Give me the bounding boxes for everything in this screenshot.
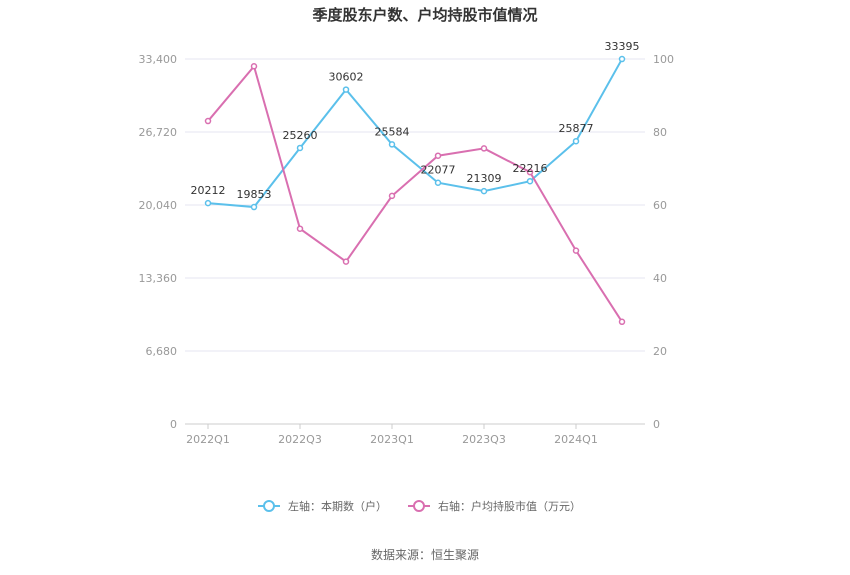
data-labels: 20212 19853 25260 30602 25584 22077 21309 22216… <box>191 40 640 201</box>
data-label: 25260 <box>283 129 318 142</box>
chart-title: 季度股东户数、户均持股市值情况 <box>312 6 537 24</box>
series-2-point <box>434 152 442 159</box>
y-left-tick-label: 20,040 <box>139 199 178 212</box>
series-2-point <box>250 63 258 70</box>
y-right-tick-label: 20 <box>653 345 667 358</box>
series-1-point <box>342 86 350 93</box>
legend-marker-1 <box>263 500 275 512</box>
x-tick-label: 2022Q3 <box>278 433 322 446</box>
series-1-point <box>204 199 212 207</box>
series-2-point <box>618 318 626 326</box>
data-label: 33395 <box>605 40 640 53</box>
data-label: 21309 <box>467 172 502 185</box>
series-1-point <box>296 144 304 152</box>
y-right-tick-label: 0 <box>653 418 660 431</box>
x-tick-label: 2023Q1 <box>370 433 414 446</box>
y-left-tick-label: 33,400 <box>139 53 178 66</box>
series-1-point <box>434 179 442 186</box>
series-1-point <box>572 137 580 145</box>
legend-marker-2 <box>413 500 425 512</box>
series-1-point <box>480 187 488 195</box>
series-2-point <box>296 225 304 232</box>
y-left-tick-label: 13,360 <box>139 272 178 285</box>
series-2-point <box>526 168 534 176</box>
source-text: 数据来源：恒生聚源 <box>371 547 479 562</box>
y-right-tick-label: 100 <box>653 53 674 66</box>
series-line-1 <box>207 58 623 209</box>
y-right-tick-label: 40 <box>653 272 667 285</box>
series-layer <box>204 55 626 326</box>
data-label: 22077 <box>421 164 456 177</box>
y-left-tick-label: 26,720 <box>139 126 178 139</box>
data-label: 22216 <box>513 162 548 175</box>
data-label: 20212 <box>191 184 226 197</box>
data-label: 25877 <box>559 122 594 135</box>
legend: 左轴：本期数（户） 右轴：户均持股市值（万元） <box>258 499 581 513</box>
series-2-point <box>480 145 488 152</box>
series-2-point <box>342 258 350 265</box>
data-label: 30602 <box>329 71 364 84</box>
series-2-point <box>388 192 396 200</box>
legend-label-1: 左轴：本期数（户） <box>288 499 387 513</box>
y-right-tick-label: 60 <box>653 199 667 212</box>
series-1-point <box>388 141 396 148</box>
x-tick-label: 2022Q1 <box>186 433 230 446</box>
x-tick-label: 2024Q1 <box>554 433 598 446</box>
y-left-tick-label: 0 <box>170 418 177 431</box>
series-2-point <box>572 247 580 254</box>
y-right-tick-label: 80 <box>653 126 667 139</box>
series-2-point <box>204 117 212 125</box>
data-label: 25584 <box>375 125 410 138</box>
data-label: 19853 <box>237 188 272 201</box>
series-line-2 <box>207 64 623 323</box>
x-tick-label: 2023Q3 <box>462 433 506 446</box>
series-1-point <box>526 177 534 185</box>
axes: 0 0 6,680 20 13,360 40 20,040 60 26,720 80 33,400 1… <box>139 53 675 446</box>
series-1-point <box>250 203 258 211</box>
gridlines <box>185 58 645 352</box>
series-1-point <box>618 55 626 63</box>
legend-label-2: 右轴：户均持股市值（万元） <box>438 499 581 513</box>
y-left-tick-label: 6,680 <box>146 345 178 358</box>
